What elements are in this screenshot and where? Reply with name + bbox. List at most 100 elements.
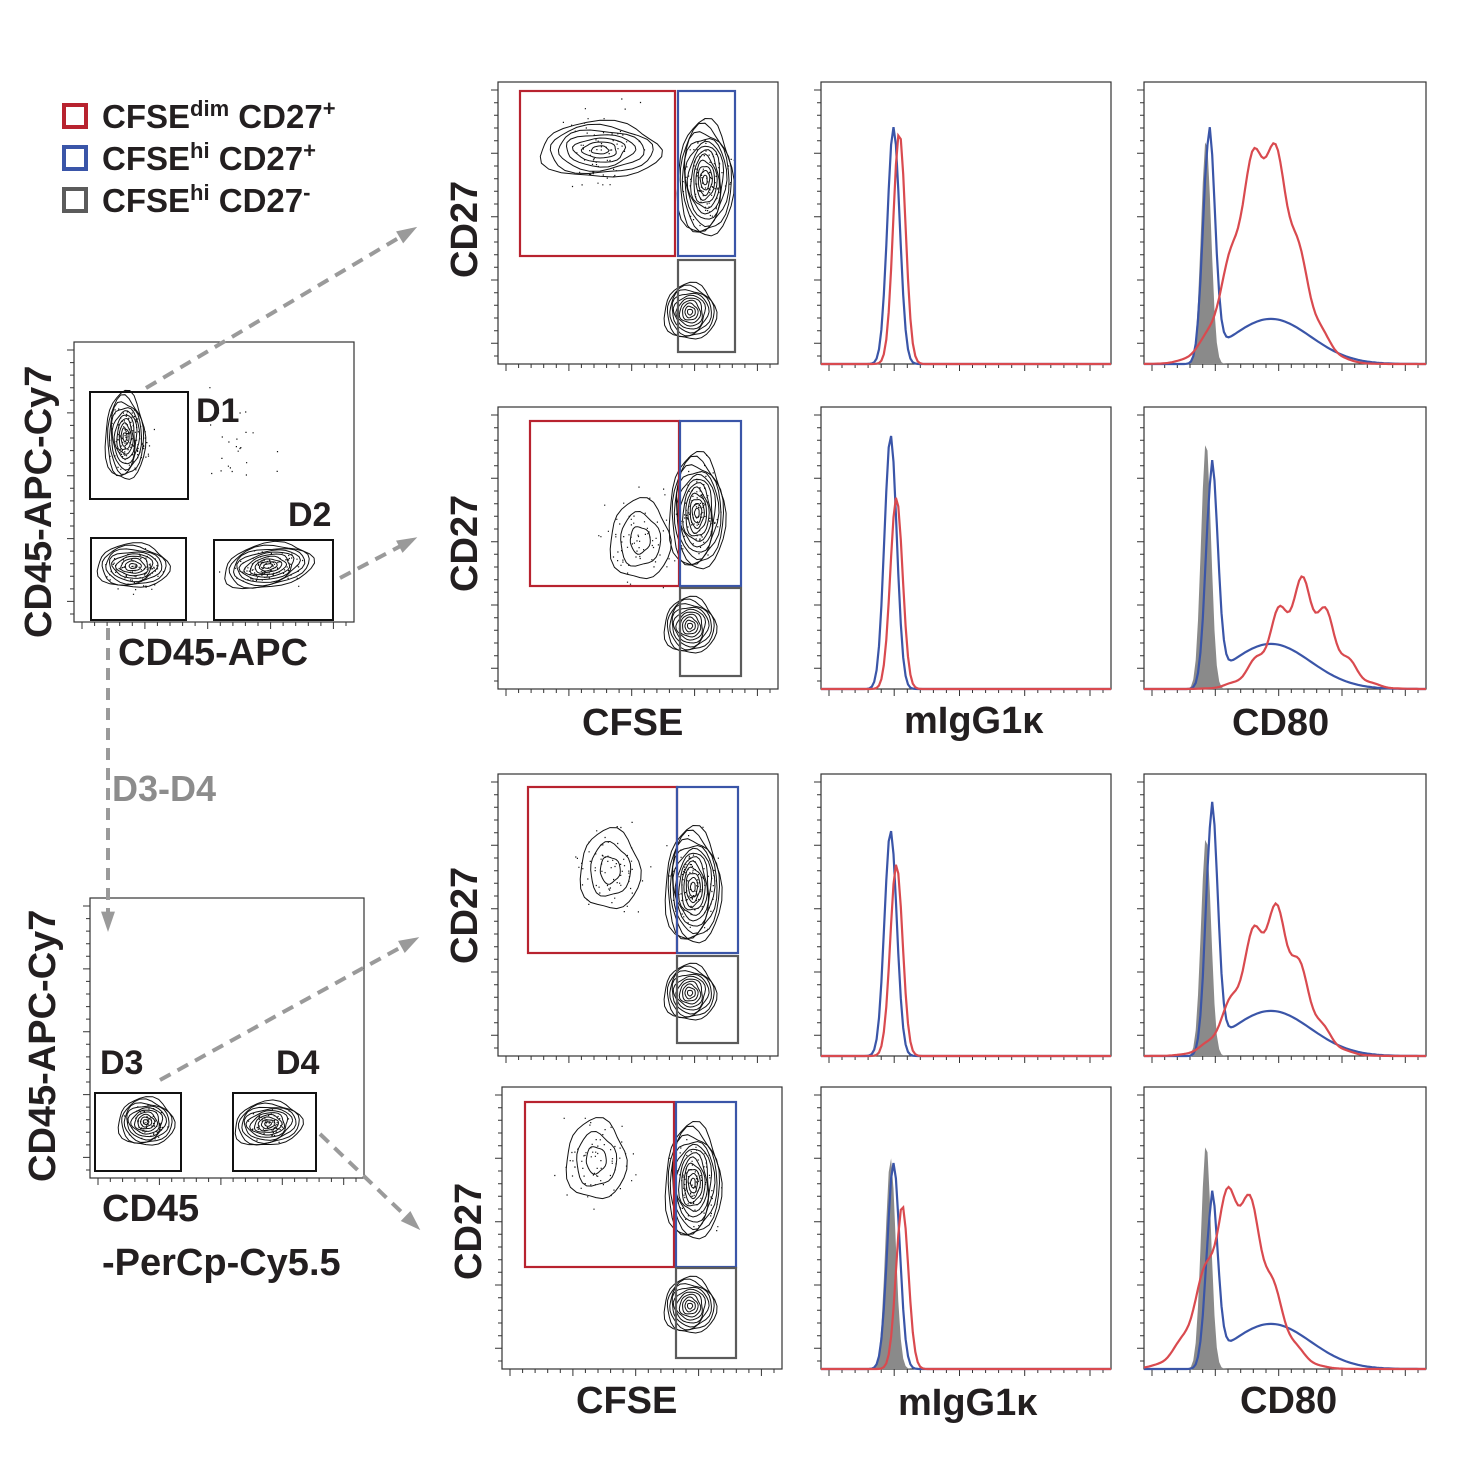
gate-gray-1 <box>676 258 737 354</box>
arrow-d3 <box>159 938 415 1082</box>
hist-4-migg-red-line <box>821 1204 1111 1371</box>
histogram-panel-1-cd80-ticks <box>1137 89 1419 371</box>
legend-text: CFSEdim CD27+ <box>102 96 336 135</box>
cfse-panel-4-top-ring <box>685 1168 701 1200</box>
cfse-panel-2-top-ring <box>689 498 705 530</box>
flow-label-d3-d4: D3-D4 <box>112 768 217 809</box>
cfse-panel-4-lobe-ring <box>585 1146 607 1175</box>
histogram-panel-4-migg-ticks <box>814 1094 1104 1376</box>
legend-swatch-red <box>62 103 88 129</box>
cfse-panel-4-bottom-ring <box>672 1288 707 1324</box>
contour-d3-ring <box>127 1107 164 1138</box>
cfse-panel-2-top-ring <box>685 486 710 537</box>
contour-d1-ring <box>108 401 142 475</box>
cfse-panel-2-lobe-dots <box>598 486 681 589</box>
hist-4-cd80-red-line <box>1143 1185 1426 1371</box>
histogram-panel-3-migg <box>820 773 1112 1057</box>
hist-4-migg-blue-line <box>821 1162 1111 1371</box>
gate-label-d3: D3 <box>100 1044 144 1082</box>
left-top-ylabel: CD45-APC-Cy7 <box>18 365 60 638</box>
contour-d1-ring <box>110 407 141 471</box>
histogram-panel-1-migg-ticks <box>814 89 1104 371</box>
contour-d4-ring <box>237 1102 300 1146</box>
contour-d1-ring <box>116 417 134 455</box>
contour-d2-ring <box>233 548 306 587</box>
cfse-panel-1-top <box>676 117 735 237</box>
gate-blue-2 <box>678 419 743 588</box>
cfse-panel-2-top-ring <box>691 503 703 524</box>
cfse-panel-2-bottom-ring <box>675 611 703 641</box>
cfse-panel-4-top-ring <box>667 1125 720 1236</box>
hist-3-migg-blue-line <box>821 830 1111 1058</box>
cfse-panel-4-lobe-ring <box>576 1130 618 1187</box>
contour-mid-ring <box>128 562 138 570</box>
contour-d4-ring <box>245 1109 289 1138</box>
contour-d4-ring <box>260 1119 276 1130</box>
xlabel-cd80-top: CD80 <box>1232 702 1330 744</box>
cfse-panel-3-top <box>664 824 723 944</box>
hist-4-cd80-blue-line <box>1144 1190 1426 1371</box>
cfse-panel-1-lobe-ring <box>571 137 627 163</box>
cfse-panel-2-lobe-ring <box>629 526 651 555</box>
gate-d4 <box>232 1092 317 1172</box>
contour-d2-ring <box>263 563 274 569</box>
contour-d4-ring <box>249 1112 286 1136</box>
arrow-d4-head <box>400 1211 421 1231</box>
histogram-panel-3-migg-ticks <box>814 781 1104 1063</box>
cfse-panel-3 <box>497 773 779 1057</box>
cfse-panel-4-top <box>664 1120 723 1240</box>
hist-1-migg-blue-line <box>821 126 1111 366</box>
cfse-panel-1-bottom-ring <box>666 284 715 338</box>
contour-d1 <box>104 389 147 480</box>
cfse-panel-3-bottom-ring <box>684 986 696 1000</box>
contour-d3-ring <box>142 1119 150 1126</box>
cfse-panel-1-lobe-ring <box>549 123 654 175</box>
contour-d1-ring <box>104 389 147 480</box>
contour-d3 <box>117 1096 176 1146</box>
gate-d2 <box>213 539 334 621</box>
cfse-panel-1-bottom-ring <box>675 297 703 327</box>
arrow-d1-head <box>396 226 418 244</box>
cfse-panel-3-bottom-ring <box>671 973 710 1015</box>
cfse-panel-2-bottom-ring <box>682 616 699 635</box>
histogram-panel-1-migg <box>820 81 1112 365</box>
legend-item-cfsehi-cd27neg: CFSEhi CD27- <box>62 180 310 220</box>
cfse-panel-4-bottom-ring <box>678 1293 702 1318</box>
arrow-d2-head <box>396 537 418 553</box>
contour-d4-ring <box>234 1099 304 1146</box>
contour-d4-ring <box>264 1121 273 1127</box>
gating-plot-d3-d4 <box>89 897 365 1179</box>
gate-red-2 <box>528 419 681 588</box>
histogram-panel-4-cd80-ticks <box>1137 1094 1419 1376</box>
gate-label-d4: D4 <box>276 1044 320 1082</box>
contour-mid-ring <box>96 542 171 588</box>
cfse-panel-4-bottom-ring <box>671 1286 710 1328</box>
xlabel-migg-bottom: mIgG1κ <box>898 1382 1038 1424</box>
gating-plot-d3-d4-ticks <box>83 905 357 1185</box>
cfse-panel-1-bottom-ring <box>687 308 694 316</box>
gate-gray-2 <box>678 586 743 678</box>
row1-ylabel: CD27 <box>444 180 486 278</box>
cfse-panel-1-top-ring <box>699 170 711 191</box>
cfse-panel-1-bottom-ring <box>682 302 699 321</box>
gate-label-d2: D2 <box>288 496 332 534</box>
hist-3-cd80-red-line <box>1144 901 1426 1058</box>
left-bottom-xlabel-line2: -PerCp-Cy5.5 <box>102 1242 341 1284</box>
cfse-panel-4-bottom-ring <box>666 1278 715 1332</box>
contour-d1-ring <box>107 394 145 477</box>
contour-mid-ring <box>101 544 167 586</box>
cfse-panel-1-lobe-ring <box>580 141 617 159</box>
contour-d4-ring <box>253 1113 283 1133</box>
histogram-panel-2-migg-ticks <box>814 414 1104 696</box>
contour-d3-ring <box>121 1098 173 1144</box>
cfse-panel-1-lobe-ring <box>590 145 610 155</box>
row2-ylabel: CD27 <box>444 494 486 592</box>
hist-3-cd80-fill <box>1144 839 1426 1056</box>
hist-1-cd80-fill <box>1144 142 1426 364</box>
legend-text: CFSEhi CD27+ <box>102 138 316 177</box>
cfse-panel-2-bottom-ring <box>663 595 718 654</box>
cfse-panel-4-lobe <box>565 1117 628 1200</box>
contour-d2-ring <box>258 561 278 572</box>
